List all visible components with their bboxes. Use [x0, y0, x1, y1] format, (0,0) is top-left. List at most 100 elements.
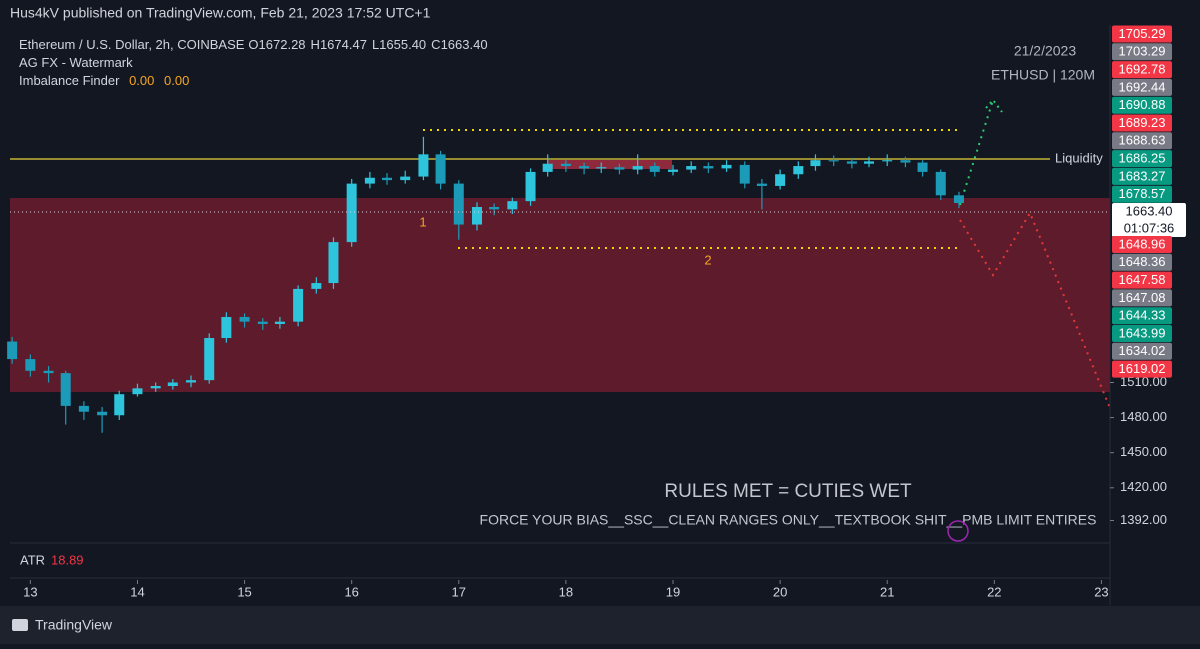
candle-body — [150, 385, 161, 389]
last-price: 1663.40 — [1126, 203, 1173, 218]
subline: FORCE YOUR BIAS__SSC__CLEAN RANGES ONLY_… — [480, 512, 1097, 528]
y-tick-label: 1420.00 — [1120, 479, 1167, 494]
candle-body — [239, 316, 250, 322]
price-label-box — [1112, 236, 1172, 253]
price-label: 1686.25 — [1119, 151, 1166, 166]
candle-body — [864, 161, 875, 164]
price-label: 1619.02 — [1119, 361, 1166, 376]
y-tick-label: 1392.00 — [1120, 512, 1167, 527]
price-label-box — [1112, 150, 1172, 168]
indicator-value: 0.00 — [164, 73, 190, 88]
price-label-box — [1112, 185, 1172, 203]
candle-body — [775, 174, 786, 186]
price-label-box — [1112, 271, 1172, 289]
x-tick-label: 19 — [666, 584, 680, 599]
legend-row: Imbalance Finder 0.00 0.00 — [19, 72, 488, 90]
price-label-box — [1112, 289, 1172, 307]
x-tick-label: 22 — [987, 584, 1001, 599]
candle-body — [614, 167, 625, 170]
indicator: AG FX - Watermark — [19, 55, 133, 70]
candle-body — [667, 169, 678, 172]
candle-body — [721, 164, 732, 169]
x-tick-label: 15 — [237, 584, 251, 599]
candle-body — [382, 177, 393, 181]
candle-body — [686, 166, 697, 170]
candles — [7, 136, 964, 433]
price-label: 1634.02 — [1119, 343, 1166, 358]
candle-body — [221, 316, 232, 339]
ohlc: O1672.28 H1674.47 L1655.40 C1663.40 — [244, 37, 487, 52]
candle-body — [793, 166, 804, 175]
candle-body — [542, 163, 553, 172]
headline: RULES MET = CUTIES WET — [664, 481, 912, 502]
price-label: 1689.23 — [1119, 115, 1166, 130]
price-label-box — [1112, 25, 1172, 43]
price-label: 1703.29 — [1119, 44, 1166, 59]
ohlc-key: L — [371, 37, 380, 52]
candle-body — [257, 321, 268, 324]
candle-body — [418, 154, 429, 177]
candle-body — [114, 394, 125, 416]
price-label: 1648.96 — [1119, 236, 1166, 251]
candle-body — [703, 166, 714, 169]
bull-path — [959, 99, 994, 206]
price-label-box — [1112, 325, 1172, 342]
ohlc-value: 1672.28 — [258, 37, 306, 52]
price-label-box — [1112, 78, 1172, 96]
candle-body — [97, 411, 108, 416]
candle-body — [60, 373, 71, 406]
candle-body — [132, 388, 143, 395]
candle-body — [810, 160, 821, 167]
ohlc-value: 1663.40 — [440, 37, 488, 52]
ohlc-value: 1674.47 — [319, 37, 367, 52]
candle-body — [828, 160, 839, 162]
price-label: 1647.58 — [1119, 272, 1166, 287]
price-label-box — [1112, 342, 1172, 360]
legend-row: Ethereum / U.S. Dollar, 2h, COINBASE O167… — [19, 36, 488, 54]
x-tick-label: 14 — [130, 584, 144, 599]
imbalance-box — [548, 160, 672, 169]
price-label: 1705.29 — [1119, 26, 1166, 41]
ohlc-key: C — [431, 37, 441, 52]
candle-body — [7, 341, 18, 360]
header: Hus4kV published on TradingView.com, Feb… — [10, 5, 431, 21]
countdown: 01:07:36 — [1124, 220, 1175, 235]
price-label: 1692.78 — [1119, 62, 1166, 77]
candle-body — [471, 207, 482, 225]
candle-body — [507, 201, 518, 210]
y-tick-label: 1480.00 — [1120, 409, 1167, 424]
y-tick-label: 1510.00 — [1120, 374, 1167, 389]
price-label: 1692.44 — [1119, 79, 1166, 94]
indicator: Imbalance Finder — [19, 73, 120, 88]
candle-body — [204, 338, 215, 381]
y-tick-label: 1450.00 — [1120, 444, 1167, 459]
x-tick-label: 13 — [23, 584, 37, 599]
price-label-box — [1112, 114, 1172, 132]
x-tick-label: 23 — [1094, 584, 1108, 599]
price-label-box — [1112, 360, 1172, 378]
ohlc-key: O — [248, 37, 259, 52]
x-tick-label: 21 — [880, 584, 894, 599]
price-label-box — [1112, 61, 1172, 79]
candle-body — [525, 171, 536, 202]
last-price-box — [1112, 203, 1186, 237]
price-label-box — [1112, 253, 1172, 271]
candle-body — [43, 370, 54, 374]
candle-body — [756, 183, 767, 186]
price-label-box — [1112, 43, 1172, 61]
candle-body — [274, 321, 285, 324]
atr-name: ATR — [20, 552, 45, 567]
candle-body — [435, 154, 446, 184]
alert-icon[interactable] — [947, 520, 969, 542]
price-label: 1648.36 — [1119, 254, 1166, 269]
price-label: 1688.63 — [1119, 133, 1166, 148]
candle-body — [25, 359, 36, 371]
footer: TradingView — [35, 617, 113, 633]
zone — [10, 198, 1110, 392]
ohlc-key: H — [310, 37, 320, 52]
x-tick-label: 16 — [344, 584, 358, 599]
candle-body — [882, 160, 893, 162]
candle-body — [649, 166, 660, 172]
ohlc-value: 1655.40 — [379, 37, 427, 52]
